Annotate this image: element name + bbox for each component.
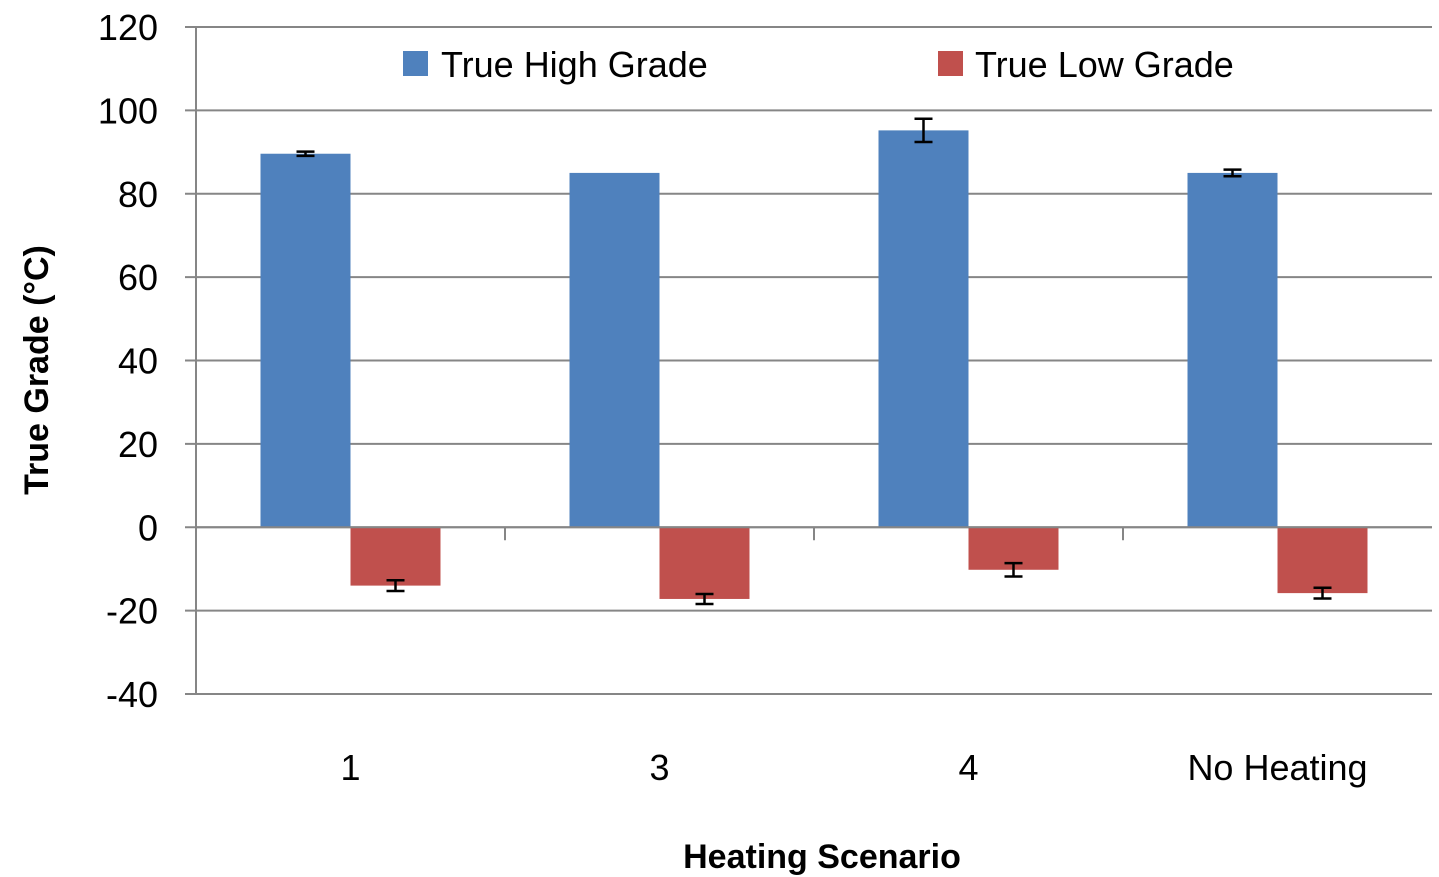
y-tick-label: -20 [106, 591, 158, 632]
bar-true-high-grade [569, 172, 660, 528]
x-axis-title: Heating Scenario [683, 838, 961, 876]
error-bar [386, 578, 405, 593]
error-bar [296, 150, 315, 158]
legend-swatch-true-low-grade [938, 51, 963, 76]
y-tick-label: 100 [98, 90, 158, 131]
tick-labels: -40 -20 0 20 40 60 80 100 120 1 3 4 No Heating [98, 7, 1368, 788]
axes [185, 26, 1432, 695]
y-tick-label: 120 [98, 7, 158, 48]
bar-true-high-grade [1187, 172, 1278, 528]
y-tick-label: 20 [118, 424, 158, 465]
y-tick-label: 80 [118, 174, 158, 215]
bar-true-high-grade [878, 130, 969, 528]
error-bar [1313, 586, 1332, 600]
x-tick-label: 4 [958, 747, 978, 788]
bars [260, 117, 1368, 606]
error-bar [1004, 561, 1023, 578]
x-tick-label: 3 [649, 747, 669, 788]
legend: True High Grade True Low Grade [403, 44, 1234, 85]
legend-label-true-high-grade: True High Grade [441, 44, 708, 85]
bar-true-low-grade [659, 527, 750, 599]
bar-true-high-grade [260, 153, 351, 528]
error-bar [1223, 168, 1242, 178]
bar-true-low-grade [350, 527, 441, 586]
y-axis-title: True Grade (°C) [18, 245, 56, 495]
error-bar [914, 117, 933, 144]
x-tick-label: 1 [340, 747, 360, 788]
bar-true-low-grade [1277, 527, 1368, 594]
y-tick-label: 60 [118, 257, 158, 298]
y-tick-label: -40 [106, 674, 158, 715]
legend-label-true-low-grade: True Low Grade [975, 44, 1234, 85]
error-bar [695, 592, 714, 606]
legend-swatch-true-high-grade [403, 51, 428, 76]
y-tick-label: 40 [118, 341, 158, 382]
x-tick-label: No Heating [1187, 747, 1367, 788]
y-tick-label: 0 [138, 507, 158, 548]
